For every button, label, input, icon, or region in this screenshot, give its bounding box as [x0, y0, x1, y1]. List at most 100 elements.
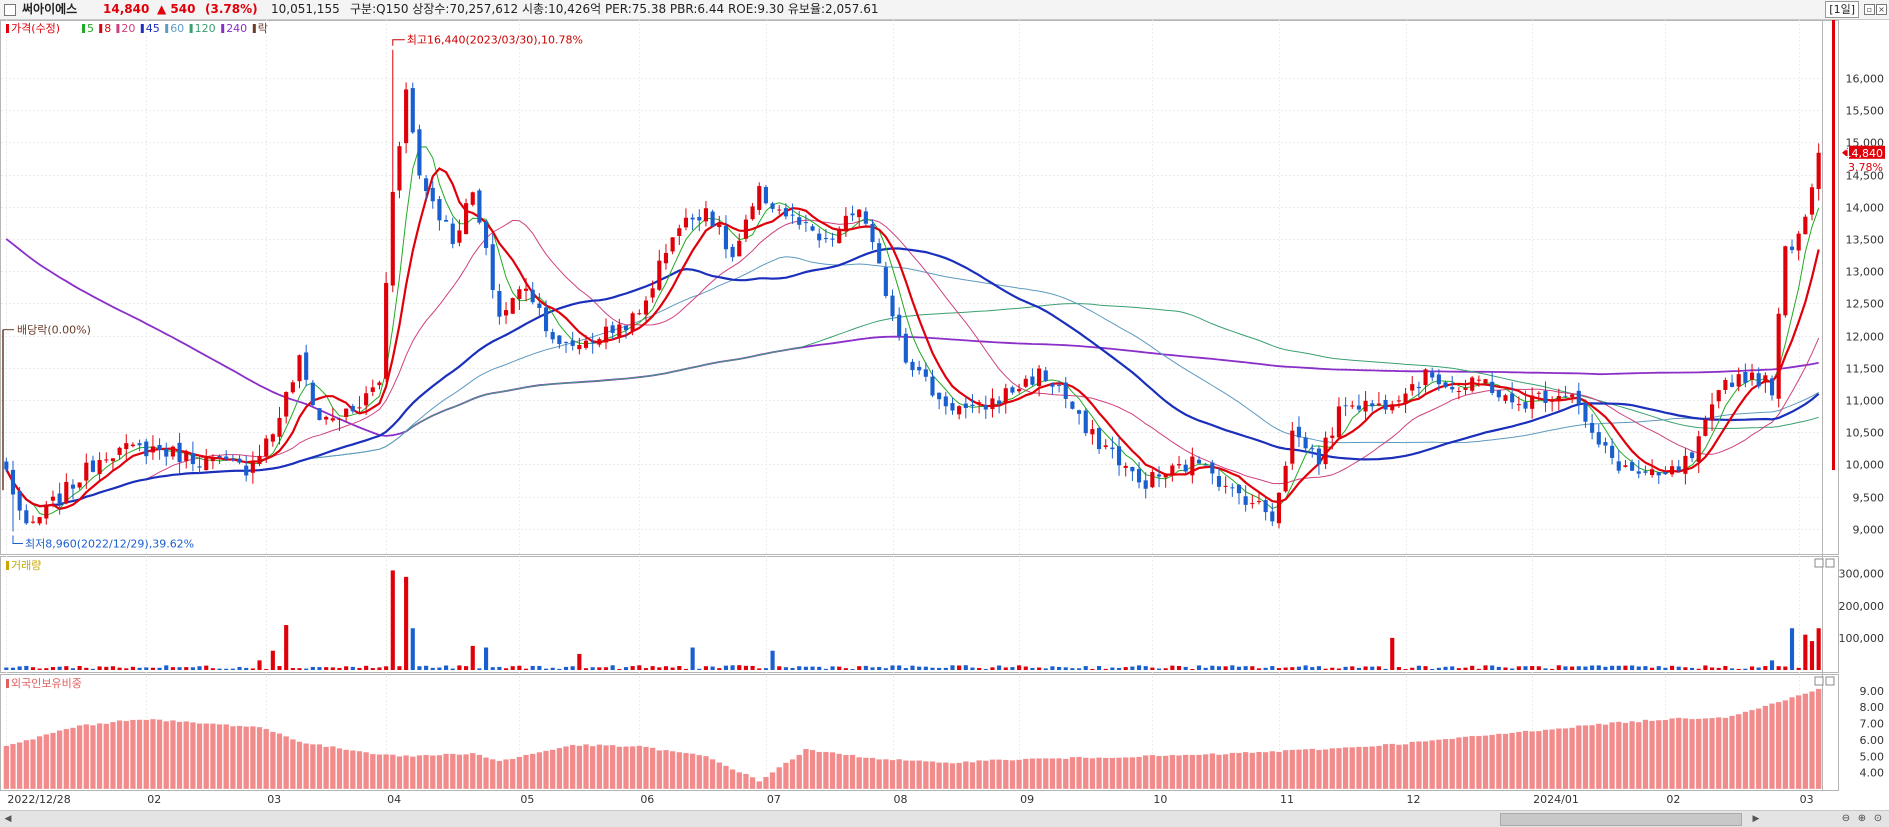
scroll-left-icon[interactable]: ◀ [4, 814, 12, 824]
volume-bar [697, 668, 702, 670]
foreign-holding-bar [1662, 719, 1669, 790]
volume-bar [1789, 628, 1795, 670]
volume-bar [1523, 666, 1528, 670]
candle-body [1037, 368, 1042, 386]
candle-body [1210, 462, 1215, 474]
legend-label: 120 [195, 22, 216, 35]
foreign-holding-bar [336, 748, 343, 790]
volume-bar [244, 667, 249, 670]
candle-body [170, 446, 175, 457]
foreign-holding-bar [369, 753, 376, 790]
volume-bar [1676, 666, 1681, 670]
foreign-holding-bar [1655, 719, 1662, 790]
volume-bar [104, 666, 109, 670]
volume-bar [1017, 665, 1022, 670]
period-button[interactable]: [1일] [1825, 1, 1859, 18]
candle-body [583, 340, 589, 348]
candle-body [743, 219, 748, 239]
chart-axes: 9,000 9,500 10,000 10,500 11,000 11,500 12,000… [7, 73, 1884, 807]
foreign-holding-bar [236, 725, 243, 790]
foreign-holding-bar [683, 752, 689, 790]
candle-body [97, 459, 102, 475]
scroll-right-icon[interactable]: ▶ [1752, 814, 1760, 824]
volume-bar [1596, 665, 1601, 670]
legend-swatch [221, 24, 225, 33]
candle-body [370, 387, 375, 392]
foreign-holding-bar [1222, 753, 1229, 790]
candle-body [1396, 400, 1401, 402]
close-icon[interactable]: × [1876, 4, 1887, 15]
volume-bar [1696, 668, 1701, 670]
volume-legend-swatch [6, 561, 9, 570]
zoom-out-icon[interactable]: ⊖ [1841, 813, 1851, 824]
foreign-holding-bar [1355, 746, 1362, 790]
foreign-holding-bar [1375, 745, 1382, 790]
foreign-holding-bar [742, 773, 749, 790]
price-tick-label: 13,000 [1846, 266, 1885, 279]
stock-name[interactable]: 써아이에스 [22, 2, 78, 16]
volume-bar [1096, 666, 1102, 670]
foreign-holding-bar [1196, 754, 1202, 790]
select-checkbox[interactable] [4, 4, 16, 16]
volume-bar [157, 667, 162, 670]
foreign-holding-bar [1455, 737, 1462, 790]
volume-bar [390, 570, 395, 670]
candle-body [610, 325, 615, 333]
volume-legend-label: 거래량 [11, 559, 41, 572]
candle-body [937, 392, 942, 400]
foreign-holding-bar [403, 755, 410, 790]
foreign-holding-bar [1136, 756, 1142, 790]
volume-bar [730, 665, 735, 670]
scroll-thumb[interactable] [1500, 813, 1742, 826]
volume-bar [1037, 667, 1042, 670]
foreign-holding-bar [1815, 688, 1822, 790]
candle-body [190, 453, 195, 464]
foreign-holding-bar [1795, 695, 1802, 790]
volume-bar [477, 668, 482, 670]
candle-body [710, 211, 715, 227]
candle-body [1743, 372, 1748, 383]
volume-bar [1556, 665, 1561, 670]
foreign-holding-bar [1709, 717, 1716, 790]
volume-bar [1703, 665, 1708, 670]
candle-body [857, 209, 862, 218]
foreign-holding-bar [523, 754, 529, 790]
foreign-holding-bar [316, 744, 323, 790]
volume-bar [517, 665, 522, 670]
candle-body [1256, 501, 1262, 503]
minimize-icon[interactable]: ▫ [1864, 4, 1875, 15]
candle-body [1616, 461, 1621, 471]
foreign-holding-bar [776, 766, 783, 790]
candle-body [1043, 370, 1048, 382]
candle-body [1809, 187, 1815, 215]
foreign-holding-bar [1349, 747, 1356, 790]
volume-bar [1077, 668, 1082, 670]
volume-bar [237, 667, 242, 670]
volume-bar [224, 668, 229, 670]
foreign-holding-bar [576, 745, 583, 790]
zoom-in-icon[interactable]: ⊕ [1857, 813, 1867, 824]
candle-body [477, 190, 482, 223]
candle-body [1736, 374, 1741, 387]
foreign-holding-bar [436, 754, 443, 790]
candle-body [1723, 379, 1728, 390]
candle-body [104, 459, 109, 461]
volume-bar [1803, 634, 1808, 670]
foreign-holding-bar [589, 745, 596, 790]
candle-body [990, 398, 995, 409]
candle-body [817, 233, 822, 241]
foreign-holding-bar [169, 720, 176, 790]
volume-bar [703, 666, 709, 670]
zoom-reset-icon[interactable]: ⊙ [1873, 813, 1883, 824]
horizontal-scrollbar[interactable]: ◀ ▶ ⊖ ⊕ ⊙ [0, 810, 1889, 827]
volume-bar [1343, 666, 1348, 670]
foreign-holding-bar [1535, 730, 1542, 790]
candle-body [1163, 474, 1168, 478]
volume-bar [1763, 666, 1768, 670]
candle-body [1436, 374, 1441, 385]
stock-chart[interactable]: 9,000 9,500 10,000 10,500 11,000 11,500 12,000… [0, 20, 1889, 810]
foreign-holding-bar [1042, 758, 1049, 790]
foreign-holding-bar [976, 760, 983, 790]
volume-bar [1090, 668, 1095, 670]
candle-body [517, 289, 522, 299]
